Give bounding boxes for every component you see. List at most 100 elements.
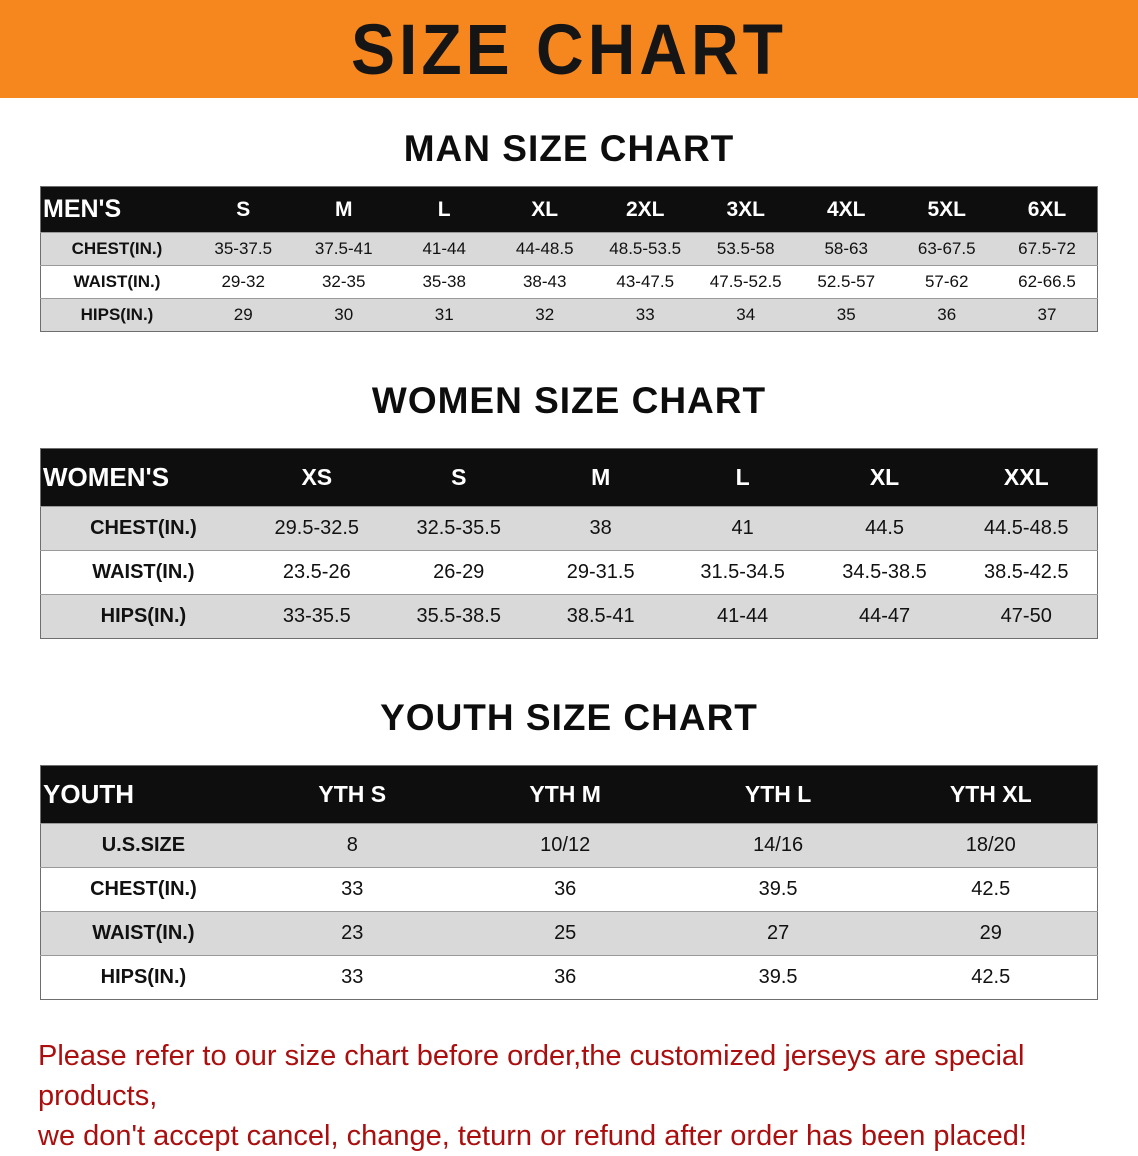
size-value-cell: 42.5 (884, 867, 1098, 912)
size-value-cell: 36 (458, 955, 672, 1000)
size-value-cell: 10/12 (458, 823, 672, 868)
table-header-row: WOMEN'S XS S M L XL XXL (40, 448, 1098, 507)
size-value-cell: 29-32 (192, 265, 294, 299)
size-column-header: 4XL (795, 186, 897, 233)
measurement-row: HIPS(IN.) 29 30 31 32 33 34 35 36 37 (40, 298, 1098, 332)
size-value-cell: 44-48.5 (494, 232, 595, 266)
size-value-cell: 33 (245, 867, 459, 912)
women-size-chart-heading: WOMEN SIZE CHART (371, 380, 767, 421)
size-value-cell: 38-43 (494, 265, 595, 299)
measurement-row: CHEST(IN.) 33 36 39.5 42.5 (40, 867, 1098, 912)
man-size-table: MEN'S S M L XL 2XL 3XL 4XL 5XL 6XL CHEST(IN.) 35-37… (40, 186, 1098, 332)
disclaimer-line-2: we don't accept cancel, change, teturn o… (38, 1120, 1027, 1153)
man-size-table-grid: MEN'S S M L XL 2XL 3XL 4XL 5XL 6XL CHEST(IN.) 35-37… (40, 186, 1098, 332)
youth-size-chart-heading: YOUTH SIZE CHART (380, 697, 758, 738)
order-disclaimer: Please refer to our size chart before or… (38, 1036, 1100, 1156)
size-value-cell: 53.5-58 (695, 232, 796, 266)
size-column-header: S (387, 448, 530, 507)
size-value-cell: 47.5-52.5 (695, 265, 796, 299)
size-value-cell: 44.5-48.5 (955, 506, 1098, 551)
youth-size-table-grid: YOUTH YTH S YTH M YTH L YTH XL U.S.SIZE 8 10/12… (40, 765, 1098, 1000)
size-value-cell: 41-44 (393, 232, 495, 266)
size-value-cell: 32 (494, 298, 595, 332)
measurement-row: WAIST(IN.) 23 25 27 29 (40, 911, 1098, 956)
man-size-chart-section: MAN SIZE CHART MEN'S S M L XL 2XL 3XL 4XL 5XL 6XL… (0, 128, 1138, 332)
disclaimer-line-1: Please refer to our size chart before or… (38, 1040, 1025, 1113)
size-value-cell: 29 (884, 911, 1098, 956)
size-value-cell: 38.5-41 (529, 594, 672, 639)
size-value-cell: 14/16 (671, 823, 885, 868)
measurement-row-label: WAIST(IN.) (40, 911, 246, 956)
size-value-cell: 48.5-53.5 (594, 232, 696, 266)
size-value-cell: 38 (529, 506, 672, 551)
size-value-cell: 27 (671, 911, 885, 956)
size-column-header: M (529, 448, 672, 507)
size-value-cell: 39.5 (671, 867, 885, 912)
measurement-row-label: WAIST(IN.) (40, 265, 193, 299)
size-value-cell: 29.5-32.5 (245, 506, 388, 551)
size-value-cell: 47-50 (955, 594, 1098, 639)
size-value-cell: 41 (671, 506, 814, 551)
measurement-row-label: CHEST(IN.) (40, 867, 246, 912)
women-size-chart-section: WOMEN SIZE CHART WOMEN'S XS S M L XL XXL CHEST(… (0, 380, 1138, 639)
size-value-cell: 37.5-41 (293, 232, 394, 266)
size-column-header: L (393, 186, 495, 233)
measurement-row: CHEST(IN.) 29.5-32.5 32.5-35.5 38 41 44.5 44.5… (40, 506, 1098, 551)
size-value-cell: 36 (896, 298, 997, 332)
size-value-cell: 43-47.5 (594, 265, 696, 299)
measurement-row: HIPS(IN.) 33 36 39.5 42.5 (40, 955, 1098, 1000)
measurement-row: HIPS(IN.) 33-35.5 35.5-38.5 38.5-41 41-44 44-… (40, 594, 1098, 639)
size-value-cell: 23 (245, 911, 459, 956)
size-value-cell: 42.5 (884, 955, 1098, 1000)
measurement-row: WAIST(IN.) 23.5-26 26-29 29-31.5 31.5-34.5 34… (40, 550, 1098, 595)
size-column-header: 3XL (695, 186, 796, 233)
size-value-cell: 33 (245, 955, 459, 1000)
size-value-cell: 35.5-38.5 (387, 594, 530, 639)
size-column-header: XL (494, 186, 595, 233)
size-value-cell: 34 (695, 298, 796, 332)
measurement-row: WAIST(IN.) 29-32 32-35 35-38 38-43 43-47.5 47.… (40, 265, 1098, 299)
measurement-row-label: CHEST(IN.) (40, 506, 246, 551)
man-size-chart-heading: MAN SIZE CHART (403, 128, 735, 169)
size-value-cell: 29 (192, 298, 294, 332)
table-header-row: YOUTH YTH S YTH M YTH L YTH XL (40, 765, 1098, 824)
size-column-header: YTH XL (884, 765, 1098, 824)
size-value-cell: 32-35 (293, 265, 394, 299)
size-column-header: YTH L (671, 765, 885, 824)
size-value-cell: 37 (996, 298, 1098, 332)
women-size-table-grid: WOMEN'S XS S M L XL XXL CHEST(IN.) 29.5-32.5 32.5… (40, 448, 1098, 639)
size-column-header: YTH S (245, 765, 459, 824)
women-size-table: WOMEN'S XS S M L XL XXL CHEST(IN.) 29.5-32.5 32.5… (40, 448, 1098, 639)
table-corner-label: WOMEN'S (40, 448, 246, 507)
measurement-row-label: CHEST(IN.) (40, 232, 193, 266)
size-column-header: XXL (955, 448, 1098, 507)
size-value-cell: 62-66.5 (996, 265, 1098, 299)
size-value-cell: 41-44 (671, 594, 814, 639)
size-column-header: 6XL (996, 186, 1098, 233)
measurement-row: U.S.SIZE 8 10/12 14/16 18/20 (40, 823, 1098, 868)
size-chart-banner: SIZE CHART (0, 0, 1138, 98)
youth-size-table: YOUTH YTH S YTH M YTH L YTH XL U.S.SIZE 8 10/12… (40, 765, 1098, 1000)
size-column-header: M (293, 186, 394, 233)
size-value-cell: 31 (393, 298, 495, 332)
size-column-header: XS (245, 448, 388, 507)
size-value-cell: 35 (795, 298, 897, 332)
size-column-header: S (192, 186, 294, 233)
size-value-cell: 30 (293, 298, 394, 332)
size-value-cell: 29-31.5 (529, 550, 672, 595)
size-value-cell: 34.5-38.5 (813, 550, 956, 595)
size-value-cell: 31.5-34.5 (671, 550, 814, 595)
measurement-row-label: U.S.SIZE (40, 823, 246, 868)
measurement-row: CHEST(IN.) 35-37.5 37.5-41 41-44 44-48.5 48.5… (40, 232, 1098, 266)
size-column-header: YTH M (458, 765, 672, 824)
size-value-cell: 67.5-72 (996, 232, 1098, 266)
table-header-row: MEN'S S M L XL 2XL 3XL 4XL 5XL 6XL (40, 186, 1098, 233)
size-value-cell: 18/20 (884, 823, 1098, 868)
size-value-cell: 25 (458, 911, 672, 956)
size-value-cell: 38.5-42.5 (955, 550, 1098, 595)
size-value-cell: 33 (594, 298, 696, 332)
size-value-cell: 44-47 (813, 594, 956, 639)
table-corner-label: MEN'S (40, 186, 193, 233)
size-value-cell: 63-67.5 (896, 232, 997, 266)
size-value-cell: 58-63 (795, 232, 897, 266)
